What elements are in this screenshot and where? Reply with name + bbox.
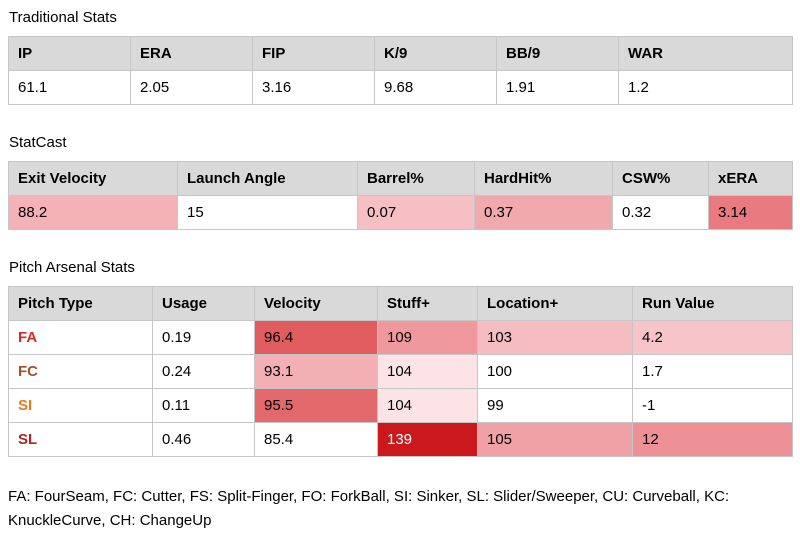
cell-si-velocity: 95.5 xyxy=(254,388,378,423)
cell-sl-stuff: 139 xyxy=(377,422,478,457)
cell-sl-run-value: 12 xyxy=(632,422,793,457)
cell-si-location: 99 xyxy=(477,388,633,423)
column-header-fip: FIP xyxy=(252,36,375,71)
cell-fc-stuff: 104 xyxy=(377,354,478,389)
cell-fc-run-value: 1.7 xyxy=(632,354,793,389)
pitch-type-fc: FC xyxy=(8,354,153,389)
traditional-stats-title: Traditional Stats xyxy=(9,9,117,26)
cell-fc-usage: 0.24 xyxy=(152,354,255,389)
cell-bb9: 1.91 xyxy=(496,70,619,105)
cell-launch-angle: 15 xyxy=(177,195,358,230)
cell-fip: 3.16 xyxy=(252,70,375,105)
column-header-war: WAR xyxy=(618,36,793,71)
statcast-title: StatCast xyxy=(9,134,67,151)
column-header-location-plus: Location+ xyxy=(477,286,633,321)
cell-exit-velocity: 88.2 xyxy=(8,195,178,230)
column-header-stuff-plus: Stuff+ xyxy=(377,286,478,321)
column-header-run-value: Run Value xyxy=(632,286,793,321)
column-header-barrel-pct: Barrel% xyxy=(357,161,475,196)
statcast-table: Exit Velocity Launch Angle Barrel% HardH… xyxy=(8,161,793,230)
pitch-arsenal-section: Pitch Arsenal Stats Pitch Type Usage Vel… xyxy=(8,258,793,457)
traditional-stats-table: IP ERA FIP K/9 BB/9 WAR 61.1 2.05 3.16 9… xyxy=(8,36,793,105)
stats-report: Traditional Stats IP ERA FIP K/9 BB/9 WA… xyxy=(8,8,793,533)
statcast-stats-row: 88.2 15 0.07 0.37 0.32 3.14 xyxy=(8,195,793,230)
traditional-header-row: IP ERA FIP K/9 BB/9 WAR xyxy=(8,36,793,71)
cell-war: 1.2 xyxy=(618,70,793,105)
cell-hardhit-pct: 0.37 xyxy=(474,195,613,230)
pitch-arsenal-table: Pitch Type Usage Velocity Stuff+ Locatio… xyxy=(8,286,793,457)
cell-fc-velocity: 93.1 xyxy=(254,354,378,389)
cell-sl-location: 105 xyxy=(477,422,633,457)
pitch-row-sl: SL 0.46 85.4 139 105 12 xyxy=(8,422,793,457)
cell-k9: 9.68 xyxy=(374,70,497,105)
cell-fa-usage: 0.19 xyxy=(152,320,255,355)
pitch-type-si: SI xyxy=(8,388,153,423)
pitch-type-sl: SL xyxy=(8,422,153,457)
cell-fa-velocity: 96.4 xyxy=(254,320,378,355)
column-header-launch-angle: Launch Angle xyxy=(177,161,358,196)
column-header-era: ERA xyxy=(130,36,253,71)
cell-sl-usage: 0.46 xyxy=(152,422,255,457)
column-header-k9: K/9 xyxy=(374,36,497,71)
cell-ip: 61.1 xyxy=(8,70,131,105)
pitch-abbreviation-legend: FA: FourSeam, FC: Cutter, FS: Split-Fing… xyxy=(8,488,730,529)
column-header-velocity: Velocity xyxy=(254,286,378,321)
cell-xera: 3.14 xyxy=(708,195,793,230)
column-header-csw-pct: CSW% xyxy=(612,161,709,196)
column-header-xera: xERA xyxy=(708,161,793,196)
cell-si-run-value: -1 xyxy=(632,388,793,423)
arsenal-header-row: Pitch Type Usage Velocity Stuff+ Locatio… xyxy=(8,286,793,321)
column-header-exit-velocity: Exit Velocity xyxy=(8,161,178,196)
column-header-usage: Usage xyxy=(152,286,255,321)
pitch-type-fa: FA xyxy=(8,320,153,355)
traditional-stats-row: 61.1 2.05 3.16 9.68 1.91 1.2 xyxy=(8,70,793,105)
pitch-row-fa: FA 0.19 96.4 109 103 4.2 xyxy=(8,320,793,355)
cell-csw-pct: 0.32 xyxy=(612,195,709,230)
statcast-section: StatCast Exit Velocity Launch Angle Barr… xyxy=(8,133,793,230)
cell-fa-stuff: 109 xyxy=(377,320,478,355)
pitch-arsenal-title: Pitch Arsenal Stats xyxy=(9,259,135,276)
cell-fa-run-value: 4.2 xyxy=(632,320,793,355)
column-header-pitch-type: Pitch Type xyxy=(8,286,153,321)
cell-fc-location: 100 xyxy=(477,354,633,389)
cell-si-stuff: 104 xyxy=(377,388,478,423)
traditional-stats-section: Traditional Stats IP ERA FIP K/9 BB/9 WA… xyxy=(8,8,793,105)
pitch-row-fc: FC 0.24 93.1 104 100 1.7 xyxy=(8,354,793,389)
statcast-header-row: Exit Velocity Launch Angle Barrel% HardH… xyxy=(8,161,793,196)
column-header-hardhit-pct: HardHit% xyxy=(474,161,613,196)
cell-barrel-pct: 0.07 xyxy=(357,195,475,230)
column-header-ip: IP xyxy=(8,36,131,71)
pitch-row-si: SI 0.11 95.5 104 99 -1 xyxy=(8,388,793,423)
column-header-bb9: BB/9 xyxy=(496,36,619,71)
cell-si-usage: 0.11 xyxy=(152,388,255,423)
cell-sl-velocity: 85.4 xyxy=(254,422,378,457)
cell-fa-location: 103 xyxy=(477,320,633,355)
cell-era: 2.05 xyxy=(130,70,253,105)
